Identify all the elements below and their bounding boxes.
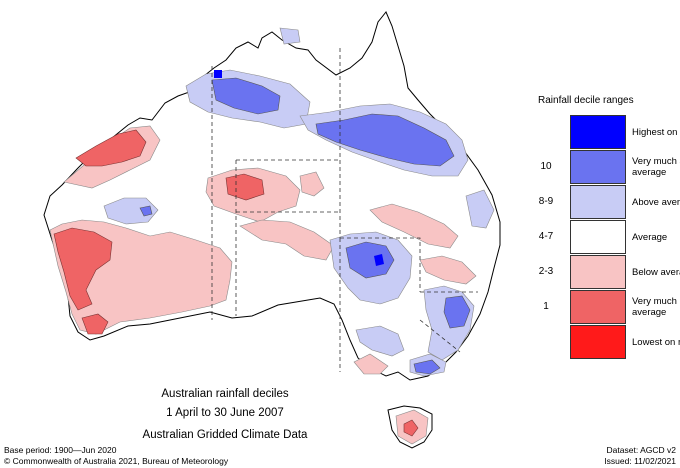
legend-label: Very much above average — [632, 156, 680, 178]
legend-swatch — [570, 150, 626, 184]
legend-item: 2-3 Below average — [528, 255, 680, 289]
legend-range — [528, 325, 564, 359]
legend-swatch — [570, 255, 626, 289]
highest-on-record-areas — [214, 70, 384, 266]
legend-swatch — [570, 290, 626, 324]
legend-item: 10 Very much above average — [528, 150, 680, 184]
legend-label: Lowest on record — [632, 336, 680, 348]
legend-swatch — [570, 115, 626, 149]
legend-range: 4-7 — [538, 231, 554, 242]
legend-title: Rainfall decile ranges — [538, 95, 634, 106]
legend-item: 1 Very much below average — [528, 290, 680, 324]
very-much-above-average-areas — [139, 77, 471, 375]
map-date-range: 1 April to 30 June 2007 — [166, 407, 284, 419]
dataset: Dataset: AGCD v2 — [606, 445, 676, 455]
map-title: Australian rainfall deciles — [161, 388, 289, 400]
legend-range: 2-3 — [538, 266, 554, 277]
legend-label: Below average — [632, 266, 680, 278]
legend-swatch — [570, 220, 626, 254]
legend-label: Above average — [632, 196, 680, 208]
legend-range: 10 — [540, 161, 552, 172]
very-much-below-average-areas — [53, 129, 419, 437]
legend-item: Lowest on record — [528, 325, 680, 359]
legend-range: 8-9 — [538, 196, 554, 207]
legend-item: 8-9 Above average — [528, 185, 680, 219]
legend-item: Highest on record — [528, 115, 680, 149]
state-borders — [211, 48, 478, 372]
copyright: © Commonwealth of Australia 2021, Bureau… — [4, 456, 229, 466]
issued-date: Issued: 11/02/2021 — [604, 456, 676, 466]
legend-label: Average — [632, 231, 668, 243]
base-period: Base period: 1900—Jun 2020 — [4, 445, 117, 455]
legend-range — [528, 115, 564, 149]
legend-swatch — [570, 185, 626, 219]
legend-swatch — [570, 325, 626, 359]
map-subtitle: Australian Gridded Climate Data — [142, 429, 308, 441]
legend-label: Highest on record — [632, 126, 680, 138]
legend-range: 1 — [543, 301, 549, 312]
legend-item: 4-7 Average — [528, 220, 678, 254]
legend-label: Very much below average — [632, 296, 680, 318]
